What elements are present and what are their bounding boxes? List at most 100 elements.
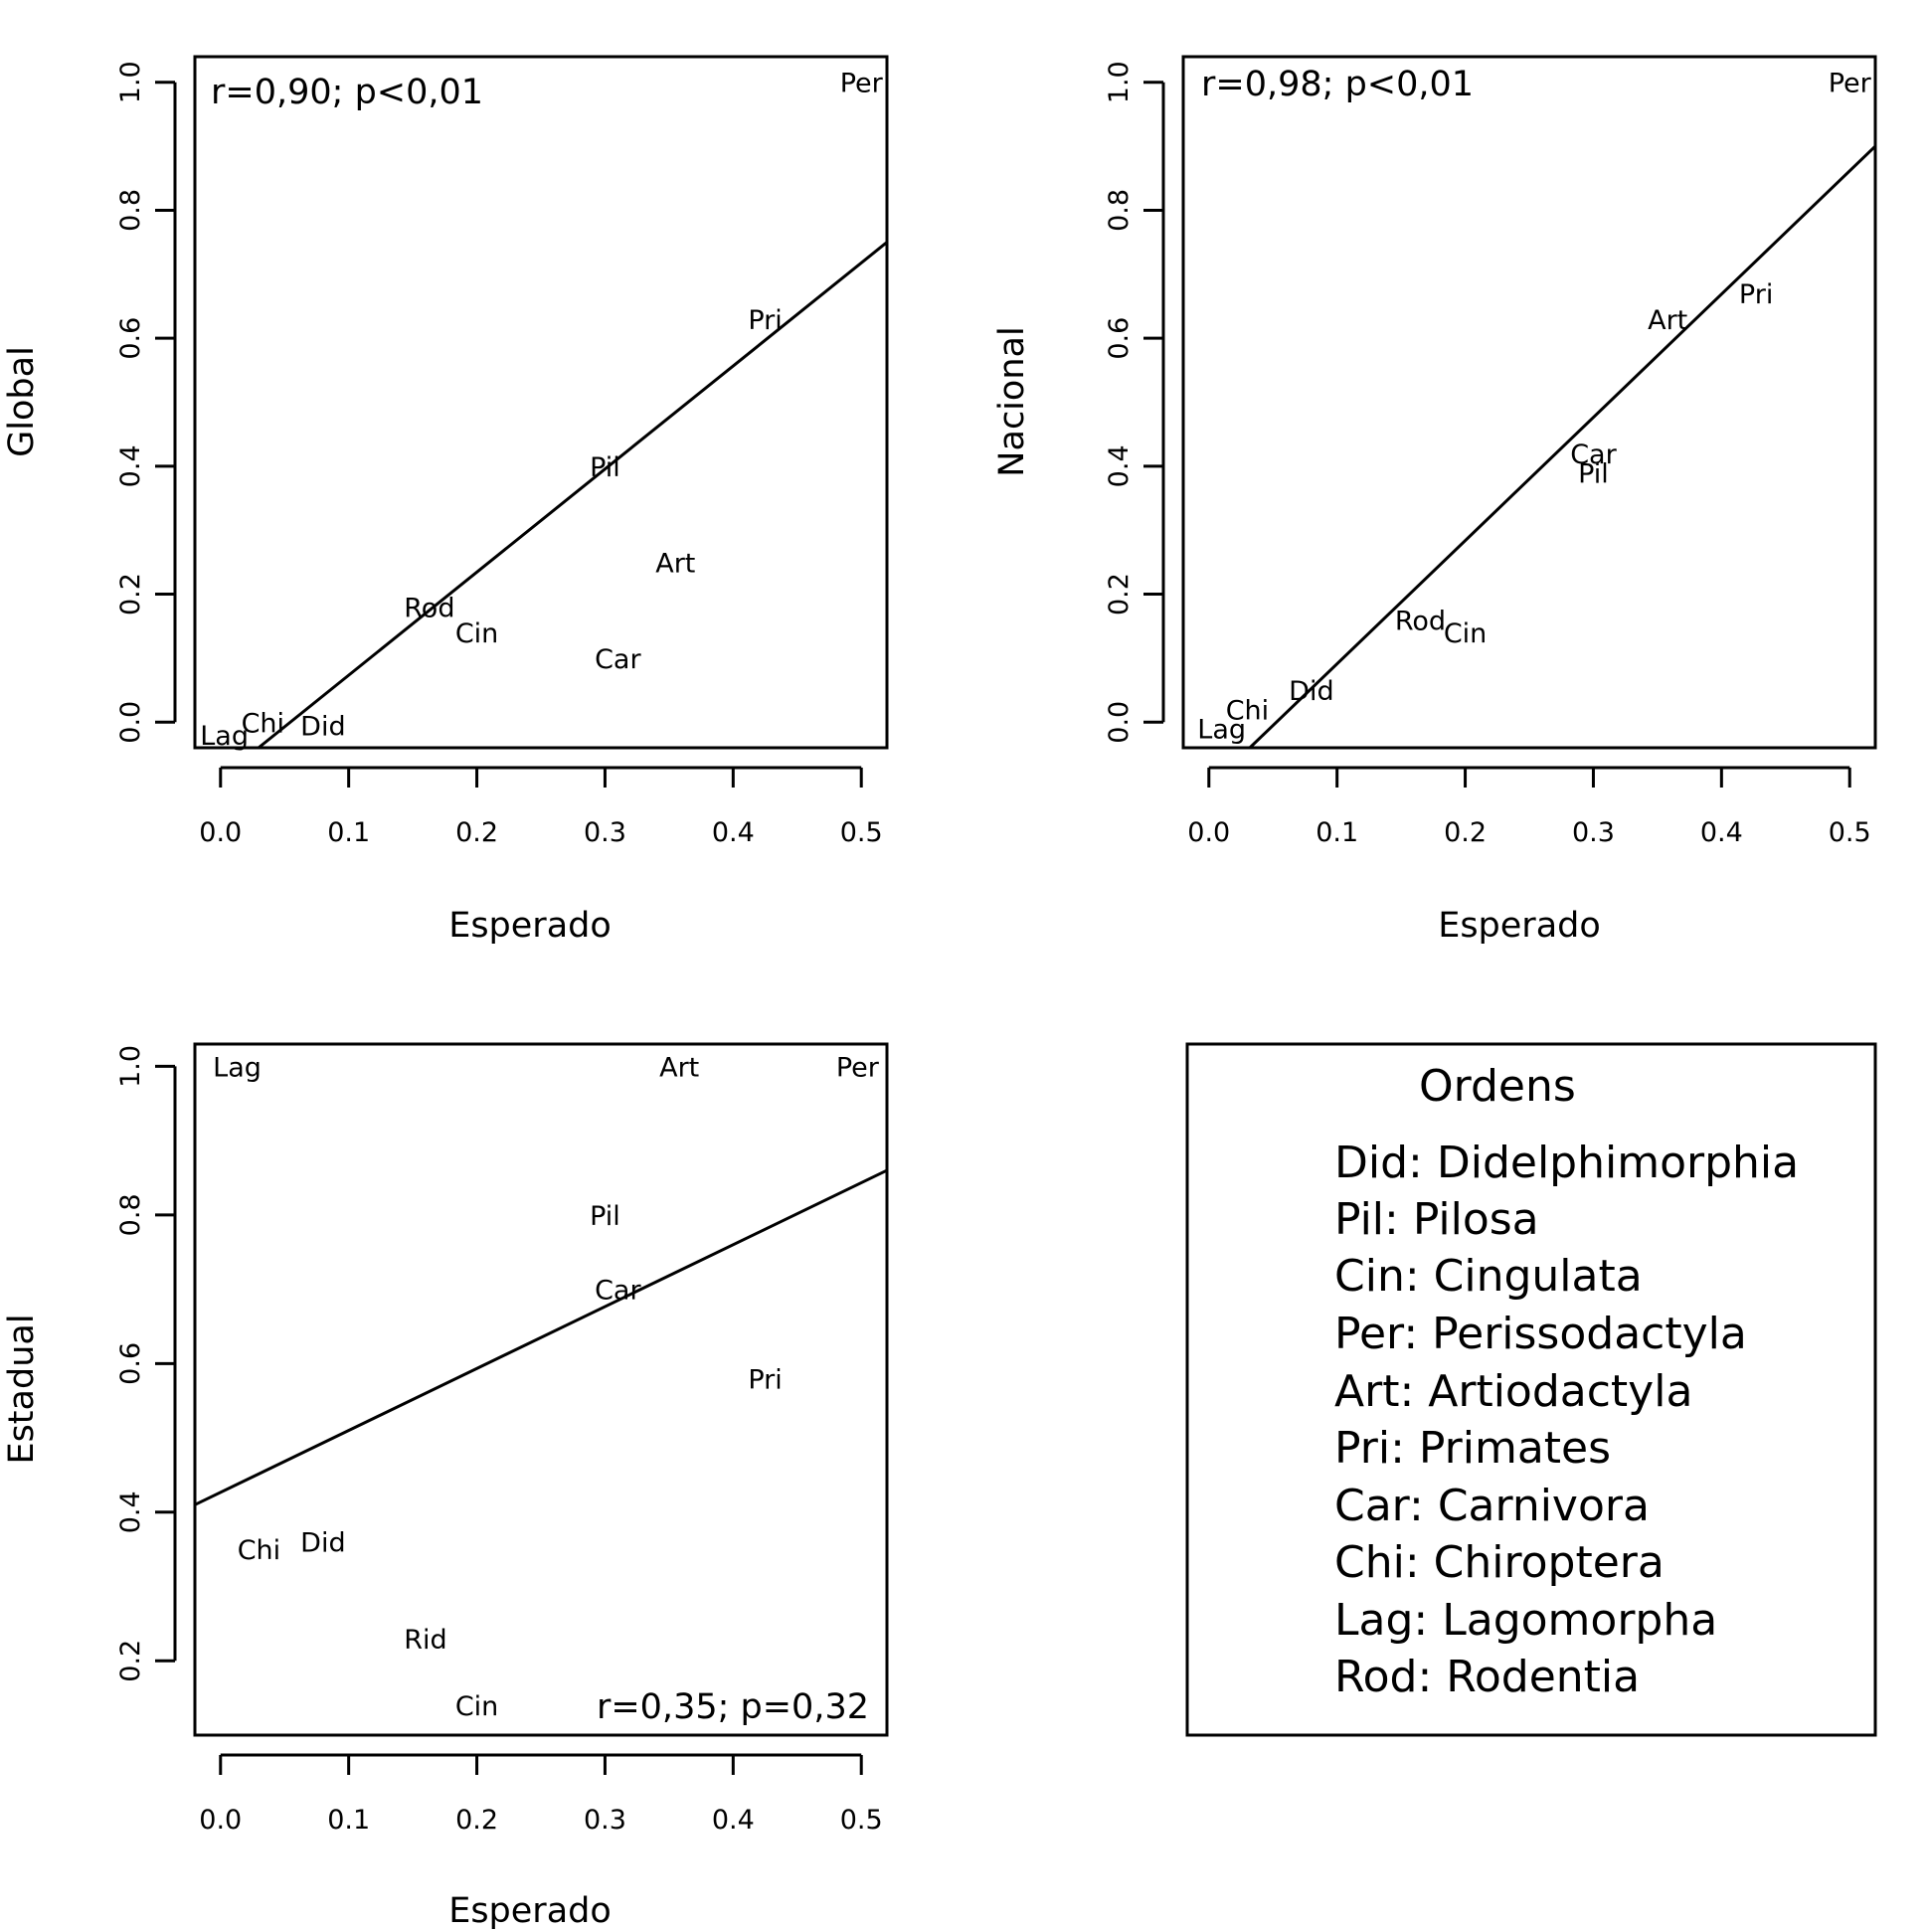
point-label-rod: Rod	[1395, 606, 1446, 636]
y-tick-label: 0.4	[1104, 444, 1135, 487]
x-axis-title: Esperado	[448, 1891, 612, 1931]
y-tick-label: 0.4	[115, 1491, 146, 1533]
point-label-lag: Lag	[213, 1052, 262, 1083]
x-tick-label: 0.4	[712, 1805, 755, 1836]
panel-global: r=0,90; p<0,01 Esperado Global 0.0 0.1 0.2…	[2, 55, 889, 946]
point-label-cin: Cin	[455, 618, 498, 649]
y-tick-label: 1.0	[115, 61, 146, 103]
x-tick-label: 0.5	[840, 1805, 883, 1836]
y-axis-title: Estadual	[2, 1314, 42, 1464]
x-axis-title: Esperado	[1438, 906, 1601, 946]
y-axis: 0.0 0.2 0.4 0.6 0.8 1.0	[115, 61, 177, 744]
point-label-pri: Pri	[748, 1364, 782, 1395]
point-label-pil: Pil	[590, 1201, 620, 1232]
legend: Ordens Did: Didelphimorphia Pil: Pilosa …	[1185, 1042, 1877, 1737]
y-tick-label: 0.6	[115, 1342, 146, 1385]
x-tick-label: 0.1	[327, 1805, 370, 1836]
y-tick-label: 1.0	[1104, 61, 1135, 103]
legend-item: Art: Artiodactyla	[1334, 1366, 1692, 1417]
y-tick-label: 0.6	[115, 317, 146, 360]
x-tick-label: 0.2	[455, 1805, 498, 1836]
legend-item: Pil: Pilosa	[1334, 1194, 1539, 1245]
legend-item: Cin: Cingulata	[1334, 1251, 1643, 1302]
point-label-per: Per	[836, 1052, 880, 1083]
point-label-pri: Pri	[1739, 279, 1773, 310]
y-tick-label: 0.4	[115, 444, 146, 487]
point-label-rid: Rid	[404, 1625, 446, 1656]
panel-nacional: r=0,98; p<0,01 Esperado Nacional 0.0 0.1 0…	[992, 55, 1877, 946]
regression-line	[194, 1168, 888, 1506]
y-tick-label: 0.8	[1104, 189, 1135, 232]
x-axis: 0.0 0.1 0.2 0.3 0.4 0.5	[199, 766, 883, 848]
point-label-art: Art	[659, 1052, 699, 1083]
plot-frame	[193, 1042, 889, 1737]
x-tick-label: 0.2	[455, 817, 498, 848]
legend-item: Pri: Primates	[1334, 1423, 1611, 1474]
point-labels: PerPriPilArtRodCinCarChiDidLag	[200, 69, 883, 752]
y-axis-title: Nacional	[992, 326, 1032, 476]
point-label-chi: Chi	[1226, 695, 1269, 726]
x-tick-label: 0.3	[584, 817, 626, 848]
x-axis: 0.0 0.1 0.2 0.3 0.4 0.5	[199, 1753, 883, 1836]
x-axis: 0.0 0.1 0.2 0.3 0.4 0.5	[1187, 766, 1871, 848]
legend-item: Rod: Rodentia	[1334, 1652, 1640, 1702]
x-axis-title: Esperado	[448, 906, 612, 946]
point-label-cin: Cin	[1444, 618, 1487, 649]
x-tick-label: 0.3	[584, 1805, 626, 1836]
y-tick-label: 0.0	[115, 701, 146, 744]
y-tick-label: 0.2	[115, 573, 146, 615]
plot-frame	[1181, 55, 1877, 750]
legend-item: Did: Didelphimorphia	[1334, 1138, 1799, 1188]
point-label-car: Car	[595, 644, 641, 675]
y-tick-label: 0.8	[115, 1193, 146, 1236]
legend-frame	[1185, 1042, 1877, 1737]
x-tick-label: 0.1	[1316, 817, 1358, 848]
y-tick-label: 0.2	[115, 1640, 146, 1682]
y-axis-title: Global	[2, 346, 42, 457]
y-tick-label: 0.2	[1104, 573, 1135, 615]
regression-line	[1248, 145, 1877, 750]
point-label-per: Per	[1829, 69, 1872, 99]
x-tick-label: 0.5	[1829, 817, 1871, 848]
y-tick-label: 0.0	[1104, 701, 1135, 744]
point-label-did: Did	[300, 711, 345, 742]
legend-title: Ordens	[1419, 1061, 1576, 1112]
y-axis: 0.2 0.4 0.6 0.8 1.0	[115, 1045, 177, 1682]
y-tick-label: 1.0	[115, 1045, 146, 1088]
x-tick-label: 0.4	[1700, 817, 1743, 848]
x-tick-label: 0.2	[1444, 817, 1487, 848]
x-tick-label: 0.0	[199, 817, 242, 848]
y-axis: 0.0 0.2 0.4 0.6 0.8 1.0	[1104, 61, 1165, 744]
x-tick-label: 0.0	[199, 1805, 242, 1836]
legend-item: Lag: Lagomorpha	[1334, 1595, 1717, 1646]
point-label-cin: Cin	[455, 1691, 498, 1722]
point-label-lag: Lag	[1197, 715, 1246, 746]
x-tick-label: 0.4	[712, 817, 755, 848]
legend-item: Chi: Chiroptera	[1334, 1537, 1665, 1588]
point-label-car: Car	[1570, 439, 1617, 470]
correlation-annotation: r=0,90; p<0,01	[211, 73, 483, 112]
point-label-did: Did	[300, 1528, 345, 1559]
panel-estadual: r=0,35; p=0,32 Esperado Estadual 0.0 0.1 0…	[2, 1042, 889, 1931]
x-tick-label: 0.5	[840, 817, 883, 848]
x-tick-label: 0.3	[1572, 817, 1615, 848]
point-label-art: Art	[1648, 305, 1687, 336]
point-label-per: Per	[840, 69, 884, 99]
y-tick-label: 0.6	[1104, 317, 1135, 360]
regression-line	[258, 241, 888, 750]
point-label-chi: Chi	[238, 1535, 280, 1566]
legend-item: Car: Carnivora	[1334, 1481, 1650, 1531]
point-label-art: Art	[655, 548, 695, 579]
x-tick-label: 0.1	[327, 817, 370, 848]
plot-frame	[193, 55, 889, 750]
correlation-annotation: r=0,35; p=0,32	[597, 1687, 869, 1727]
x-tick-label: 0.0	[1187, 817, 1230, 848]
correlation-annotation: r=0,98; p<0,01	[1201, 65, 1474, 104]
point-label-pil: Pil	[1578, 458, 1609, 489]
point-label-lag: Lag	[200, 721, 249, 752]
legend-item: Per: Perissodactyla	[1334, 1309, 1747, 1359]
y-tick-label: 0.8	[115, 189, 146, 232]
